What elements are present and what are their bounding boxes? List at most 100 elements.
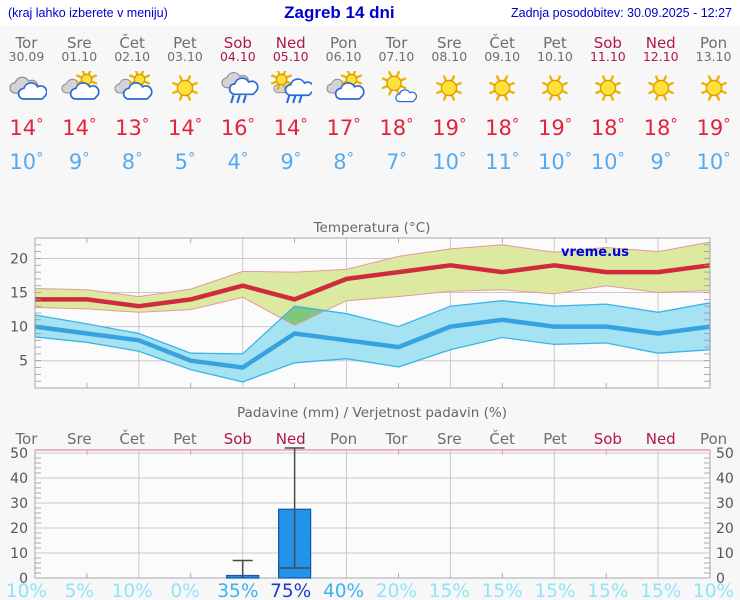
weather-icon-sunny: [423, 69, 476, 107]
day-name: Ned: [275, 34, 306, 52]
day-high-temp: 13°: [115, 116, 150, 141]
day-name: Sre: [66, 34, 92, 52]
day-date: 08.10: [431, 49, 468, 64]
rain-chart-title: Padavine (mm) / Verjetnost padavin (%): [237, 405, 507, 421]
rain-day-label: Tor: [14, 430, 38, 448]
day-date: 09.10: [484, 49, 521, 64]
day-low-temp: 9°: [68, 150, 90, 175]
weather-icon-rain: [211, 69, 264, 107]
day-date: 02.10: [114, 49, 151, 64]
max-temp-band: [35, 242, 710, 326]
day-low-temp: 7°: [386, 150, 407, 175]
rain-y-label-left: 50: [10, 446, 28, 462]
rain-day-label: Sob: [224, 430, 252, 448]
rain-y-label-right: 30: [716, 496, 734, 512]
rain-y-label-right: 50: [716, 446, 734, 462]
weather-icon-partly: [317, 69, 370, 107]
precipitation-chart: Padavine (mm) / Verjetnost padavin (%) To…: [6, 405, 734, 600]
rain-day-label: Sob: [594, 430, 622, 448]
precip-probability: 40%: [323, 581, 364, 600]
day-high-temp: 19°: [537, 116, 573, 141]
day-date: 01.10: [61, 49, 98, 64]
day-name: Sob: [223, 34, 252, 52]
rain-day-label: Pet: [173, 430, 197, 448]
rain-y-label-left: 30: [10, 496, 28, 512]
temp-chart-title: Temperatura (°C): [313, 220, 431, 236]
day-date: 13.10: [695, 49, 732, 64]
day-column: Sre 01.10 14° 9°: [53, 26, 106, 176]
day-low-temp: 10°: [590, 150, 625, 175]
day-name: Pet: [543, 34, 567, 52]
rain-y-label-left: 40: [10, 471, 28, 487]
min-temp-line: [34, 317, 711, 370]
forecast-strip: Tor 30.09 14° 10° Sre 01.10 14° 9° Čet 02.10 13° 8°…: [0, 26, 740, 175]
day-high-temp: 19°: [432, 116, 467, 141]
temp-y-label: 10: [10, 320, 28, 336]
precip-probability: 15%: [429, 581, 470, 600]
day-name: Pon: [699, 34, 728, 52]
day-high-temp: 19°: [696, 116, 731, 141]
day-high-temp: 18°: [485, 116, 520, 141]
weather-icon-sunny: [476, 69, 529, 107]
rain-y-label-right: 20: [716, 521, 734, 537]
day-date: 03.10: [167, 49, 203, 64]
weather-icon-sunny: [581, 69, 634, 107]
precip-probability: 15%: [587, 581, 628, 600]
precip-probability: 5%: [65, 581, 94, 600]
day-low-temp: 5°: [174, 150, 196, 175]
rain-day-label: Pon: [330, 430, 357, 448]
day-name: Sob: [593, 34, 622, 52]
day-name: Pet: [173, 34, 197, 52]
rain-y-label-right: 10: [716, 546, 734, 562]
day-column: Tor 30.09 14° 10°: [0, 26, 53, 176]
weather-icon-mostly-sunny: [370, 69, 423, 107]
day-low-temp: 10°: [9, 150, 44, 175]
rain-day-label: Čet: [119, 429, 145, 448]
day-name: Čet: [119, 34, 145, 52]
day-low-temp: 10°: [537, 150, 573, 175]
page-title: Zagreb 14 dni: [284, 3, 395, 22]
rain-day-label: Tor: [384, 430, 408, 448]
day-name: Tor: [15, 34, 38, 52]
day-low-temp: 10°: [432, 150, 467, 175]
day-column: Čet 09.10 18° 11°: [476, 26, 529, 176]
menu-hint: (kraj lahko izberete v meniju): [8, 6, 168, 20]
day-column: Pet 03.10 14° 5°: [159, 26, 212, 176]
rain-y-label-left: 10: [10, 546, 28, 562]
rain-y-label-right: 0: [716, 571, 725, 587]
day-high-temp: 16°: [220, 116, 255, 141]
precip-probability: 10%: [6, 581, 47, 600]
rain-day-label: Sre: [437, 430, 462, 448]
day-column: Pon 06.10 17° 8°: [317, 26, 370, 176]
day-high-temp: 14°: [9, 116, 44, 141]
day-column: Tor 07.10 18° 7°: [370, 26, 423, 176]
precip-probability: 10%: [112, 581, 153, 600]
temperature-chart: Temperatura (°C) 5 10 15 20 vreme.us: [10, 220, 711, 389]
rain-y-label-left: 0: [19, 571, 28, 587]
day-name: Sre: [436, 34, 462, 52]
day-date: 05.10: [272, 49, 309, 64]
temp-y-label: 15: [10, 286, 28, 302]
day-date: 04.10: [219, 49, 256, 64]
day-date: 06.10: [325, 49, 362, 64]
day-low-temp: 4°: [227, 150, 249, 175]
day-high-temp: 18°: [590, 116, 625, 141]
precip-probability: 75%: [270, 581, 311, 600]
precip-probability: 15%: [534, 581, 575, 600]
day-low-temp: 9°: [280, 150, 302, 175]
rain-day-label: Sre: [67, 430, 92, 448]
day-low-temp: 8°: [333, 150, 354, 175]
weather-icon-sun-rain: [264, 69, 317, 107]
weather-icon-partly: [53, 69, 106, 107]
weather-icon-sunny: [529, 69, 582, 107]
precip-probability: 35%: [217, 581, 258, 600]
temp-y-label: 5: [19, 354, 28, 370]
weather-icon-cloudy: [0, 69, 53, 107]
watermark: vreme.us: [561, 245, 629, 260]
day-date: 07.10: [378, 49, 415, 64]
day-date: 10.10: [537, 49, 573, 64]
day-high-temp: 17°: [326, 116, 361, 141]
day-high-temp: 18°: [643, 116, 678, 141]
day-low-temp: 11°: [485, 150, 520, 175]
precip-probability: 10%: [693, 581, 734, 600]
